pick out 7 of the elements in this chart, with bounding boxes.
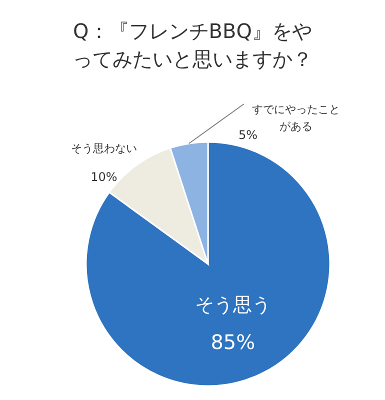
- data-label: 85%: [210, 330, 256, 354]
- chart-title: Q：『フレンチBBQ』をやってみたいと思いますか？: [72, 19, 312, 71]
- slice-label: そう思わない: [70, 142, 137, 156]
- data-label: 10%: [90, 170, 118, 184]
- data-label: 5%: [238, 128, 258, 142]
- slice-label: そう思う: [194, 294, 271, 316]
- pie-slice: [85, 141, 331, 387]
